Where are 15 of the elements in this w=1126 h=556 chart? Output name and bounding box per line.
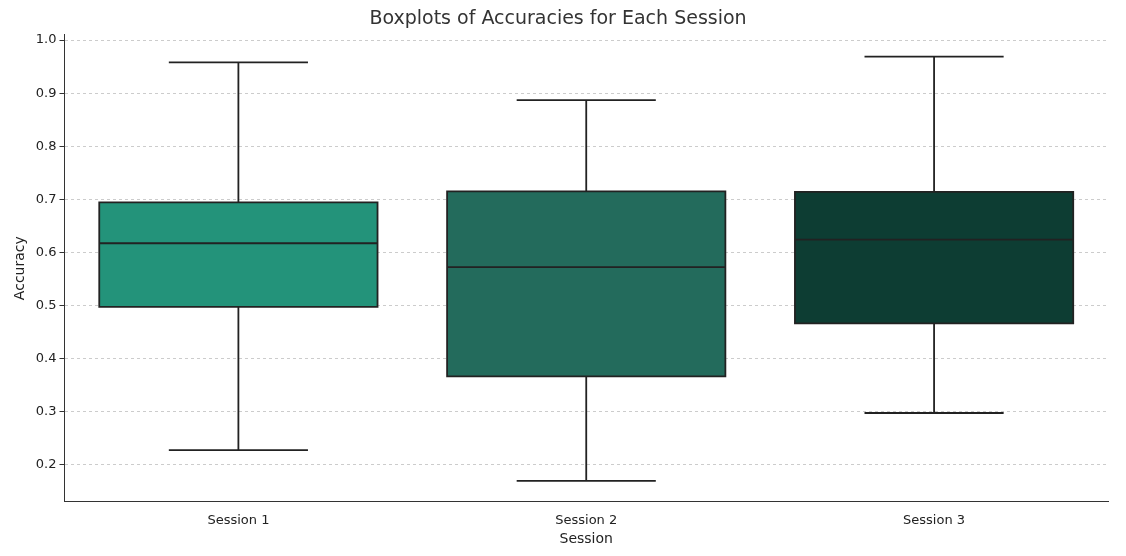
chart-title: Boxplots of Accuracies for Each Session	[369, 6, 747, 29]
y-tick-label: 0.4	[35, 349, 57, 365]
y-tick-label: 0.8	[35, 137, 57, 153]
x-tick-label: Session 3	[903, 511, 966, 527]
x-tick-label: Session 2	[555, 511, 618, 527]
y-tick-label: 0.3	[35, 402, 57, 418]
x-axis-title: Session	[559, 530, 613, 547]
y-tick-label: 0.6	[35, 243, 57, 259]
y-tick-label: 0.7	[35, 190, 57, 206]
y-axis-title: Accuracy	[11, 236, 28, 301]
y-tick-label: 0.2	[35, 455, 57, 471]
y-tick-label: 0.5	[35, 296, 57, 312]
y-tick-label: 1.0	[35, 31, 57, 47]
x-tick-label: Session 1	[207, 511, 270, 527]
y-tick-label: 0.9	[35, 84, 57, 100]
